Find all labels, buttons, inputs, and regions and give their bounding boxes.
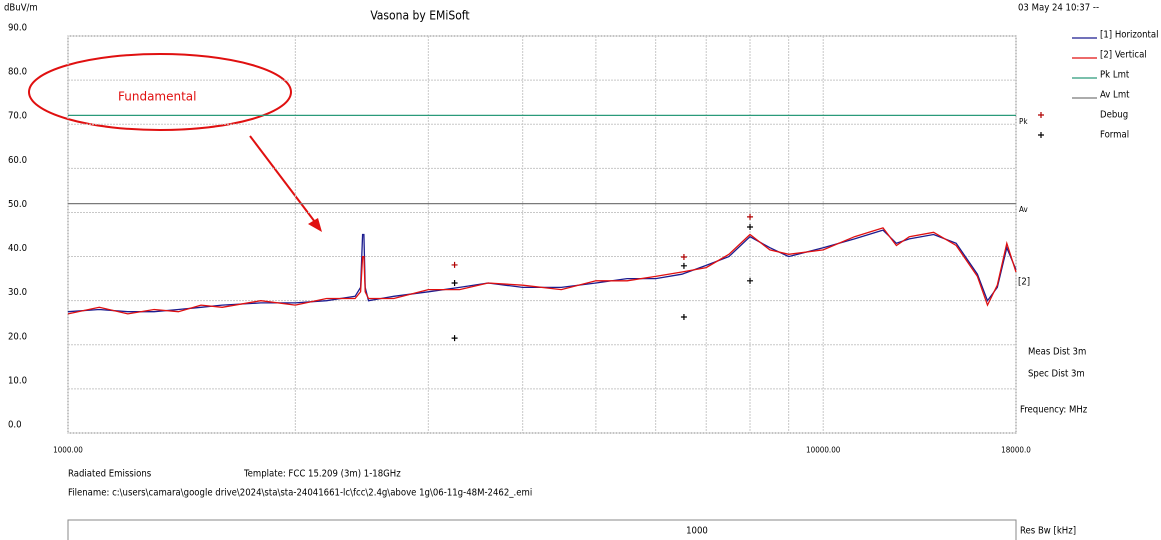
res-bw-panel xyxy=(67,519,1017,540)
plot-frame xyxy=(67,35,1017,434)
legend-label: [2] Vertical xyxy=(1100,50,1147,61)
scatter-point xyxy=(451,335,458,342)
series-line xyxy=(67,227,1017,315)
legend-label: Av Lmt xyxy=(1100,90,1130,101)
footer-text: Filename: c:\users\camara\google drive\2… xyxy=(68,488,532,499)
scatter-point xyxy=(451,280,458,287)
res-bw-label: Res Bw [kHz] xyxy=(1020,526,1076,537)
limit-tag: Av xyxy=(1019,205,1028,214)
arrow-head xyxy=(308,218,322,232)
legend-marker xyxy=(1038,132,1044,138)
scatter-point xyxy=(747,277,754,284)
x-tick-label: 10000.00 xyxy=(806,446,841,455)
footer-text: Template: FCC 15.209 (3m) 1-18GHz xyxy=(243,469,401,480)
y-tick-label: 40.0 xyxy=(8,243,27,254)
x-tick-label: 1000.00 xyxy=(53,446,83,455)
legend-label: [1] Horizontal xyxy=(1100,30,1158,41)
y-tick-label: 20.0 xyxy=(8,331,27,342)
y-tick-label: 50.0 xyxy=(8,199,27,210)
y-tick-label: 90.0 xyxy=(8,23,27,34)
note: Spec Dist 3m xyxy=(1028,369,1085,380)
scatter-point xyxy=(680,262,687,269)
trace-tag: [2] xyxy=(1018,277,1030,288)
x-tick-label: 18000.0 xyxy=(1001,446,1031,455)
y-tick-label: 60.0 xyxy=(8,155,27,166)
scatter-point xyxy=(680,253,687,260)
footer-text: Radiated Emissions xyxy=(68,469,152,480)
scatter-point xyxy=(747,213,754,220)
y-tick-label: 30.0 xyxy=(8,287,27,298)
annotation-ellipse xyxy=(28,53,292,131)
annotation: Fundamental xyxy=(118,90,197,104)
scatter-point xyxy=(680,313,687,320)
note: Frequency: MHz xyxy=(1020,405,1088,416)
y-axis-label: dBuV/m xyxy=(4,3,38,14)
limit-tag: Pk xyxy=(1019,117,1028,126)
legend-label: Pk Lmt xyxy=(1100,70,1130,81)
scatter-point xyxy=(451,261,458,268)
legend-marker xyxy=(1038,112,1044,118)
note: Meas Dist 3m xyxy=(1028,347,1086,358)
legend-label: Formal xyxy=(1100,130,1129,141)
y-tick-label: 10.0 xyxy=(8,375,27,386)
timestamp: 03 May 24 10:37 -- xyxy=(1018,3,1099,14)
series-line xyxy=(67,229,1017,313)
y-tick-label: 80.0 xyxy=(8,67,27,78)
res-bw-value: 1000 xyxy=(686,526,708,537)
y-tick-label: 0.0 xyxy=(8,420,22,431)
scatter-point xyxy=(747,224,754,231)
legend-label: Debug xyxy=(1100,110,1128,121)
chart-title: Vasona by EMiSoft xyxy=(370,9,469,23)
annotation-arrow xyxy=(249,135,319,227)
y-tick-label: 70.0 xyxy=(8,111,27,122)
